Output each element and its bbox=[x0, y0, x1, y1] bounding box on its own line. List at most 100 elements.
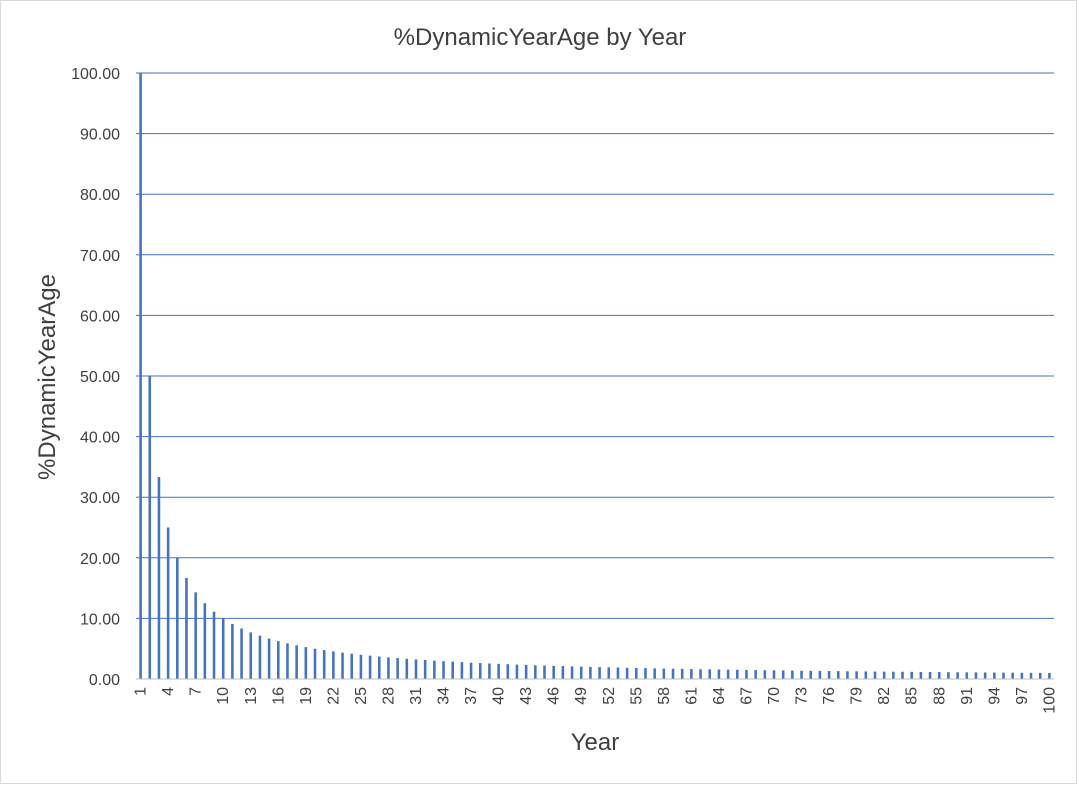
x-tick-label: 88 bbox=[931, 687, 948, 705]
bar bbox=[350, 653, 354, 679]
y-tick-label: 100.00 bbox=[71, 66, 120, 83]
y-tick-label: 90.00 bbox=[80, 127, 120, 144]
bar bbox=[231, 623, 234, 679]
bar bbox=[983, 672, 987, 679]
bars bbox=[139, 73, 1051, 680]
bar bbox=[1002, 672, 1005, 679]
bar bbox=[313, 648, 317, 679]
bar bbox=[882, 671, 886, 679]
bar bbox=[616, 667, 620, 679]
bar bbox=[607, 667, 611, 679]
x-tick-label: 31 bbox=[408, 687, 425, 705]
bar bbox=[781, 670, 785, 679]
bar bbox=[433, 660, 436, 679]
x-tick-label: 28 bbox=[380, 687, 397, 705]
bar bbox=[745, 669, 748, 679]
bar bbox=[598, 667, 601, 679]
y-tick-label: 80.00 bbox=[80, 187, 120, 204]
x-tick-label: 16 bbox=[270, 687, 287, 705]
bar bbox=[506, 664, 510, 679]
bar bbox=[726, 669, 730, 679]
x-tick-label: 4 bbox=[160, 687, 177, 696]
bar bbox=[176, 557, 179, 679]
bar bbox=[791, 670, 794, 679]
bar bbox=[469, 662, 473, 679]
chart-title: %DynamicYearAge by Year bbox=[394, 24, 687, 51]
bar bbox=[185, 577, 188, 679]
bar bbox=[1011, 672, 1014, 679]
bar bbox=[322, 650, 326, 679]
bar bbox=[864, 671, 868, 679]
bar bbox=[203, 603, 207, 679]
x-tick-label: 49 bbox=[573, 687, 590, 705]
bar bbox=[148, 376, 152, 679]
bar bbox=[965, 672, 969, 679]
x-tick-label: 46 bbox=[546, 687, 563, 705]
x-tick-label: 94 bbox=[986, 687, 1003, 705]
x-tick-label: 61 bbox=[683, 687, 700, 705]
bar bbox=[772, 670, 776, 679]
bar bbox=[423, 660, 427, 679]
bar bbox=[1020, 672, 1024, 679]
x-tick-label: 10 bbox=[215, 687, 232, 705]
x-tick-label: 70 bbox=[766, 687, 783, 705]
bar bbox=[534, 665, 537, 679]
bar bbox=[901, 671, 904, 679]
bar bbox=[717, 669, 721, 679]
x-tick-label: 97 bbox=[1014, 687, 1031, 705]
bar bbox=[589, 666, 592, 679]
bar bbox=[249, 632, 253, 679]
x-tick-label: 34 bbox=[436, 687, 453, 705]
bar bbox=[212, 611, 216, 679]
y-tick-label: 20.00 bbox=[80, 551, 120, 568]
bar bbox=[579, 666, 583, 679]
bar bbox=[671, 668, 675, 679]
y-tick-label: 0.00 bbox=[89, 672, 120, 689]
bar bbox=[387, 657, 390, 679]
bar bbox=[332, 651, 335, 679]
bar bbox=[993, 672, 996, 679]
bar bbox=[809, 670, 813, 679]
bar bbox=[635, 667, 638, 679]
x-tick-label: 58 bbox=[656, 687, 673, 705]
bar bbox=[139, 73, 142, 679]
bar bbox=[277, 641, 280, 680]
y-tick-label: 50.00 bbox=[80, 369, 120, 386]
bar bbox=[1038, 672, 1042, 679]
x-tick-label: 85 bbox=[904, 687, 921, 705]
bar bbox=[873, 671, 877, 679]
bar bbox=[221, 618, 225, 679]
bar bbox=[359, 654, 363, 679]
x-tick-label: 91 bbox=[959, 687, 976, 705]
bar bbox=[928, 672, 932, 679]
bar bbox=[295, 645, 298, 679]
x-tick-label: 82 bbox=[876, 687, 893, 705]
bar bbox=[524, 664, 528, 679]
x-axis-title: Year bbox=[571, 729, 620, 756]
bar bbox=[460, 662, 464, 679]
bar bbox=[157, 477, 161, 679]
bar bbox=[377, 656, 381, 679]
bar bbox=[625, 667, 629, 679]
bar bbox=[396, 658, 399, 679]
bar bbox=[690, 669, 693, 679]
bar bbox=[451, 661, 454, 679]
bar bbox=[827, 671, 831, 679]
bar bbox=[442, 661, 445, 679]
bar bbox=[937, 672, 941, 679]
bar bbox=[680, 668, 684, 679]
bar bbox=[414, 659, 418, 679]
x-tick-label: 13 bbox=[243, 687, 260, 705]
bar bbox=[166, 527, 170, 679]
bar bbox=[561, 666, 565, 679]
y-axis-ticks: 0.00 10.00 20.00 30.00 40.00 50.00 60.00 70.00 8… bbox=[71, 66, 120, 689]
x-tick-label: 22 bbox=[325, 687, 342, 705]
bar bbox=[1048, 672, 1051, 679]
bar bbox=[818, 670, 822, 679]
x-tick-label: 76 bbox=[821, 687, 838, 705]
bar bbox=[974, 672, 978, 679]
bar bbox=[341, 652, 344, 679]
bar bbox=[763, 670, 767, 679]
